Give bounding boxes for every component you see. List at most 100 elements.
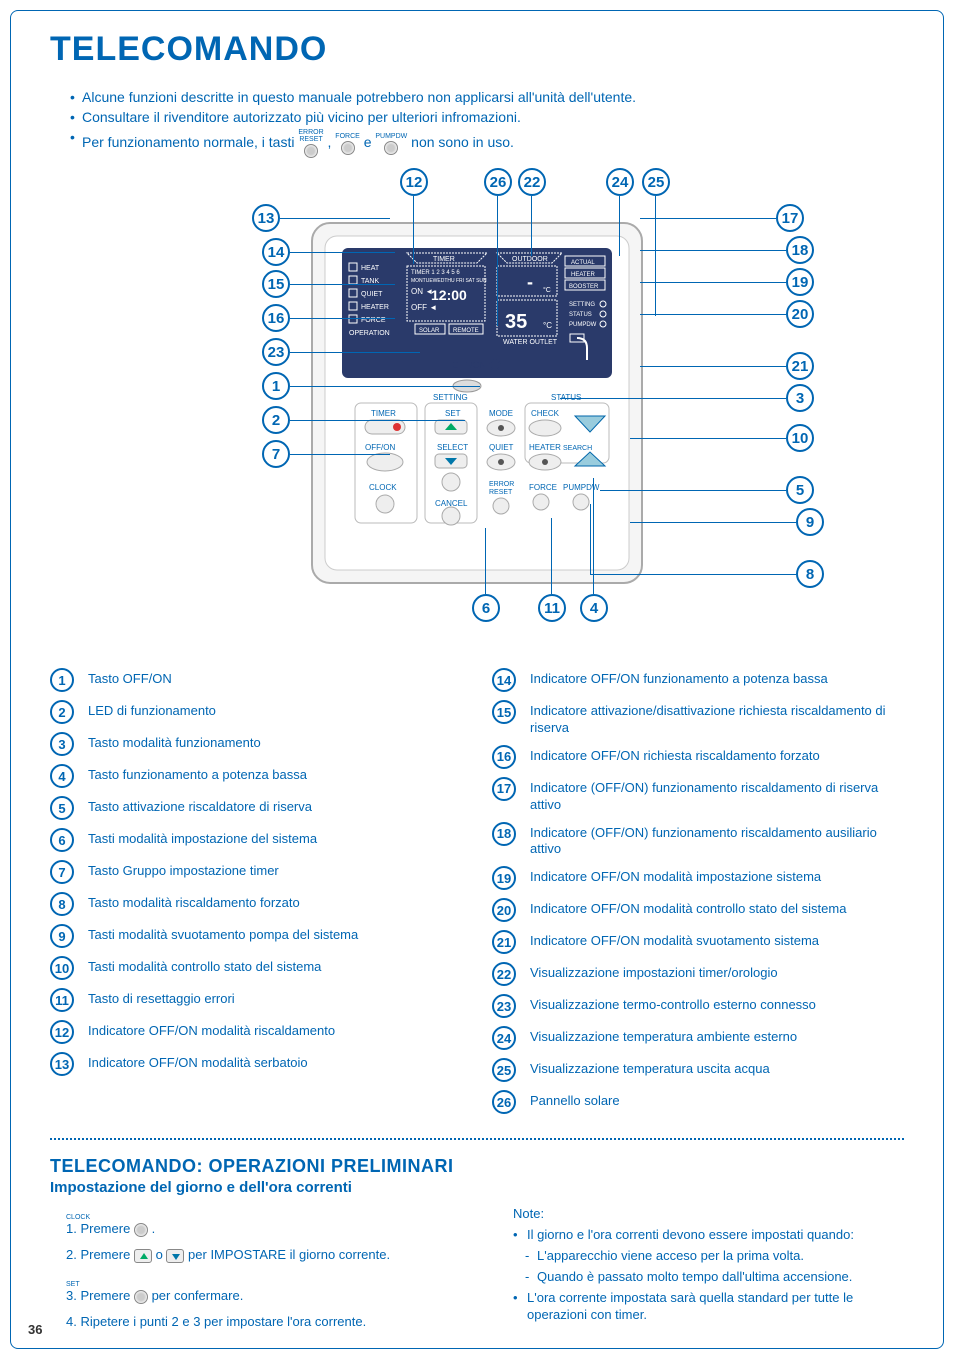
svg-text:BOOSTER: BOOSTER <box>569 284 599 290</box>
legend-text: Tasto modalità funzionamento <box>88 732 261 752</box>
svg-text:RESET: RESET <box>489 489 513 496</box>
legend-text: LED di funzionamento <box>88 700 216 720</box>
svg-text:SETTING: SETTING <box>569 302 595 308</box>
callout-23: 23 <box>262 338 290 366</box>
legend-num: 22 <box>492 962 516 986</box>
callout-3: 3 <box>786 384 814 412</box>
callout-8: 8 <box>796 560 824 588</box>
intro-line-2: Consultare il rivenditore autorizzato pi… <box>70 109 904 125</box>
legend-right-col: 14Indicatore OFF/ON funzionamento a pote… <box>492 668 904 1122</box>
legend-num: 5 <box>50 796 74 820</box>
legend: 1Tasto OFF/ON2LED di funzionamento3Tasto… <box>50 668 904 1122</box>
intro-line-3: Per funzionamento normale, i tasti ERROR… <box>70 129 904 158</box>
callout-17: 17 <box>776 204 804 232</box>
svg-text:PUMPDW: PUMPDW <box>563 483 600 492</box>
legend-text: Tasti modalità controllo stato del siste… <box>88 956 321 976</box>
legend-text: Visualizzazione temperatura ambiente est… <box>530 1026 797 1046</box>
svg-text:12:00: 12:00 <box>431 287 467 303</box>
step-2: 2. Premere o per IMPOSTARE il giorno cor… <box>50 1247 457 1263</box>
legend-text: Tasto di resettaggio errori <box>88 988 235 1008</box>
legend-text: Tasto Gruppo impostazione timer <box>88 860 279 880</box>
legend-item-18: 18 Indicatore (OFF/ON) funzionamento risc… <box>492 822 904 859</box>
legend-item-8: 8Tasto modalità riscaldamento forzato <box>50 892 462 916</box>
legend-item-10: 10 Tasti modalità controllo stato del sis… <box>50 956 462 980</box>
legend-item-6: 6Tasti modalità impostazione del sistema <box>50 828 462 852</box>
legend-item-26: 26Pannello solare <box>492 1090 904 1114</box>
legend-item-19: 19Indicatore OFF/ON modalità impostazion… <box>492 866 904 890</box>
legend-num: 2 <box>50 700 74 724</box>
callout-11: 11 <box>538 594 566 622</box>
note-1b: Quando è passato molto tempo dall'ultima… <box>513 1269 904 1286</box>
callout-4: 4 <box>580 594 608 622</box>
svg-text:TIMER 1 2 3 4 5 6: TIMER 1 2 3 4 5 6 <box>411 270 460 276</box>
legend-num: 1 <box>50 668 74 692</box>
intro-text: e <box>364 134 372 150</box>
callout-25: 25 <box>642 168 670 196</box>
error-reset-icon: ERROR RESET <box>298 129 323 158</box>
svg-text:QUIET: QUIET <box>361 291 383 298</box>
intro-text: Per funzionamento normale, i tasti <box>82 134 294 150</box>
callout-15: 15 <box>262 270 290 298</box>
page-number: 36 <box>28 1322 42 1337</box>
callout-14: 14 <box>262 238 290 266</box>
callout-13: 13 <box>252 204 280 232</box>
clock-label-icon: CLOCK <box>66 1214 90 1221</box>
prelim-subtitle: Impostazione del giorno e dell'ora corre… <box>50 1179 904 1196</box>
svg-text:35: 35 <box>505 311 527 333</box>
legend-item-20: 20Indicatore OFF/ON modalità controllo s… <box>492 898 904 922</box>
legend-text: Indicatore OFF/ON modalità svuotamento s… <box>530 930 819 950</box>
legend-num: 10 <box>50 956 74 980</box>
legend-item-23: 23Visualizzazione termo-controllo estern… <box>492 994 904 1018</box>
svg-text:FORCE: FORCE <box>529 483 557 492</box>
force-icon: FORCE <box>335 133 360 155</box>
prelim-notes: Note: Il giorno e l'ora correnti devono … <box>497 1206 904 1339</box>
legend-item-17: 17Indicatore (OFF/ON) funzionamento risc… <box>492 777 904 814</box>
legend-num: 11 <box>50 988 74 1012</box>
svg-text:TIMER: TIMER <box>371 409 396 418</box>
legend-text: Indicatore (OFF/ON) funzionamento riscal… <box>530 822 904 859</box>
callout-2: 2 <box>262 406 290 434</box>
svg-text:CHECK: CHECK <box>531 409 560 418</box>
svg-text:OUTDOOR: OUTDOOR <box>512 256 548 263</box>
svg-text:HEATER: HEATER <box>571 272 596 278</box>
prelim-title: TELECOMANDO: OPERAZIONI PRELIMINARI <box>50 1156 904 1177</box>
legend-num: 18 <box>492 822 516 846</box>
callout-1: 1 <box>262 372 290 400</box>
svg-text:REMOTE: REMOTE <box>453 328 479 334</box>
callout-26: 26 <box>484 168 512 196</box>
svg-text:SETTING: SETTING <box>433 393 468 402</box>
legend-num: 19 <box>492 866 516 890</box>
legend-text: Indicatore OFF/ON modalità riscaldamento <box>88 1020 335 1040</box>
step-3: SET 3. Premere per confermare. <box>50 1273 457 1304</box>
clock-button-icon <box>134 1222 148 1237</box>
page-title: TELECOMANDO <box>50 30 904 69</box>
legend-text: Visualizzazione termo-controllo esterno … <box>530 994 816 1014</box>
svg-text:CLOCK: CLOCK <box>369 483 397 492</box>
legend-text: Visualizzazione temperatura uscita acqua <box>530 1058 770 1078</box>
svg-text:STATUS: STATUS <box>569 312 592 318</box>
legend-text: Indicatore (OFF/ON) funzionamento riscal… <box>530 777 904 814</box>
svg-text:MODE: MODE <box>489 409 513 418</box>
legend-item-3: 3Tasto modalità funzionamento <box>50 732 462 756</box>
legend-text: Visualizzazione impostazioni timer/orolo… <box>530 962 778 982</box>
legend-num: 6 <box>50 828 74 852</box>
callout-6: 6 <box>472 594 500 622</box>
set-label-icon: SET <box>66 1281 80 1288</box>
legend-text: Pannello solare <box>530 1090 620 1110</box>
svg-text:HEATER: HEATER <box>361 304 389 311</box>
svg-text:HEAT: HEAT <box>361 265 380 272</box>
callout-22: 22 <box>518 168 546 196</box>
legend-text: Tasto modalità riscaldamento forzato <box>88 892 300 912</box>
legend-item-14: 14Indicatore OFF/ON funzionamento a pote… <box>492 668 904 692</box>
svg-text:SET: SET <box>445 409 461 418</box>
legend-item-15: 15Indicatore attivazione/disattivazione … <box>492 700 904 737</box>
legend-num: 20 <box>492 898 516 922</box>
legend-item-21: 21Indicatore OFF/ON modalità svuotamento… <box>492 930 904 954</box>
intro-line-1: Alcune funzioni descritte in questo manu… <box>70 89 904 105</box>
legend-text: Tasti modalità svuotamento pompa del sis… <box>88 924 358 944</box>
svg-text:OFF/ON: OFF/ON <box>452 360 486 370</box>
legend-text: Indicatore OFF/ON modalità serbatoio <box>88 1052 308 1072</box>
svg-text:HEATER: HEATER <box>529 443 561 452</box>
callout-5: 5 <box>786 476 814 504</box>
svg-text:TIMER: TIMER <box>433 256 455 263</box>
